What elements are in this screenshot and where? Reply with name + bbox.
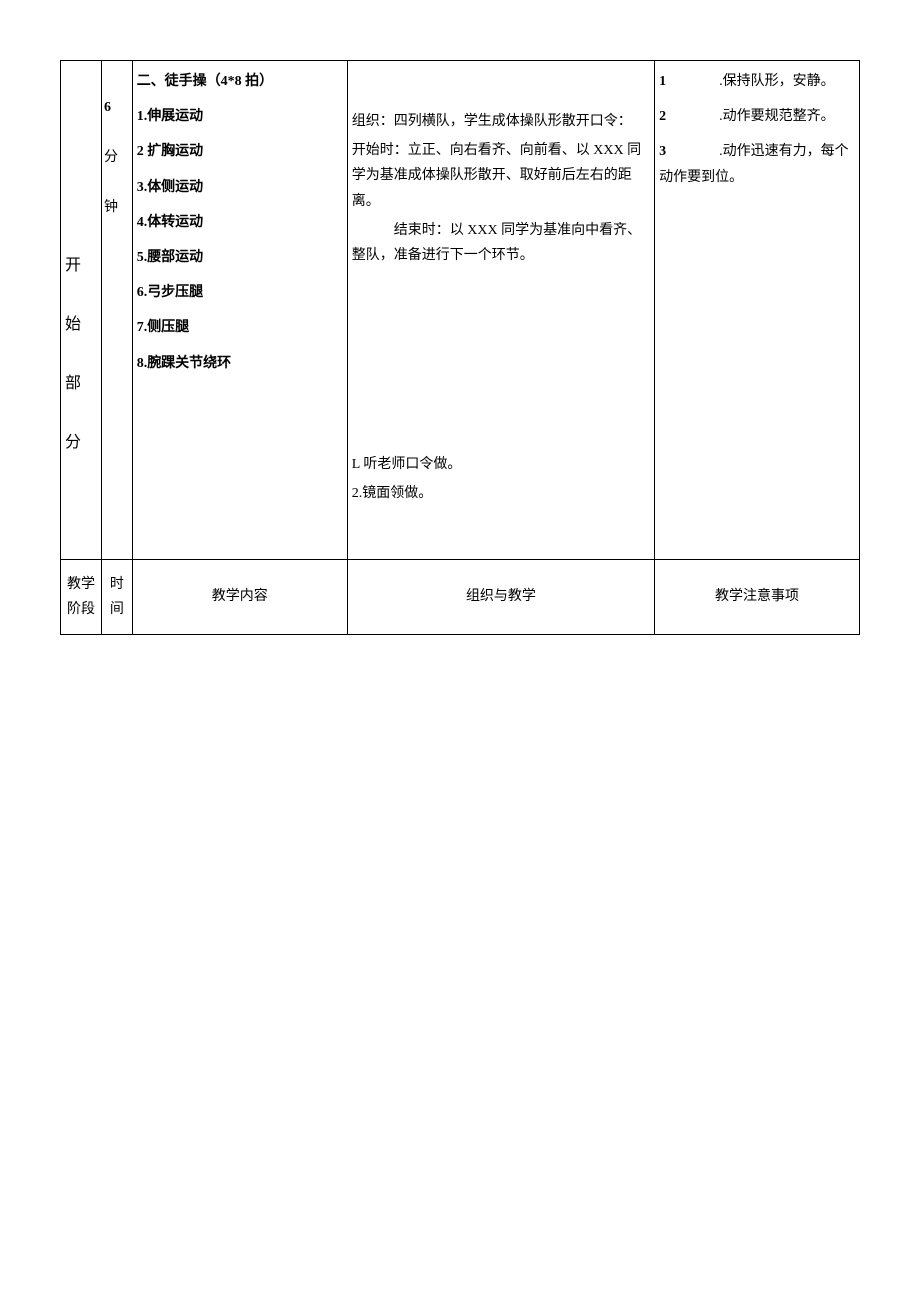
cell-time: 6 分 钟 — [101, 61, 132, 560]
stage-char-2: 始 — [65, 311, 97, 340]
cell-notes: 1.保持队形，安静。 2.动作要规范整齐。 3.动作迅速有力，每个动作要到位。 — [655, 61, 860, 560]
cell-organization: 组织：四列横队，学生成体操队形散开口令： 开始时：立正、向右看齐、向前看、以 X… — [347, 61, 654, 560]
header-time: 时间 — [101, 559, 132, 634]
content-item: 6.弓步压腿 — [137, 280, 343, 305]
cell-content: 二、徒手操（4*8 拍） 1.伸展运动 2 扩胸运动 3.体侧运动 4.体转运动… — [132, 61, 347, 560]
header-stage: 教学阶段 — [61, 559, 102, 634]
note-item: 3.动作迅速有力，每个动作要到位。 — [659, 139, 855, 189]
stage-char-3: 部 — [65, 370, 97, 399]
stage-char-1: 开 — [65, 252, 97, 281]
org-line: 组织：四列横队，学生成体操队形散开口令： — [352, 109, 650, 134]
content-item: 4.体转运动 — [137, 210, 343, 235]
content-item: 3.体侧运动 — [137, 175, 343, 200]
cell-stage: 开 始 部 分 — [61, 61, 102, 560]
org-line: 2.镜面领做。 — [352, 481, 650, 506]
note-item: 1.保持队形，安静。 — [659, 69, 855, 94]
note-item: 2.动作要规范整齐。 — [659, 104, 855, 129]
content-item: 1.伸展运动 — [137, 104, 343, 129]
header-org: 组织与教学 — [347, 559, 654, 634]
time-line-2: 分 — [104, 145, 130, 170]
table-row-content: 开 始 部 分 6 分 钟 二、徒手操（4*8 拍） 1.伸展运动 2 扩胸运动… — [61, 61, 860, 560]
time-line-3: 钟 — [104, 195, 130, 220]
content-item: 2 扩胸运动 — [137, 139, 343, 164]
time-line-1: 6 — [104, 95, 130, 120]
header-notes: 教学注意事项 — [655, 559, 860, 634]
content-item: 7.侧压腿 — [137, 315, 343, 340]
lesson-plan-table: 开 始 部 分 6 分 钟 二、徒手操（4*8 拍） 1.伸展运动 2 扩胸运动… — [60, 60, 860, 635]
org-line: 开始时：立正、向右看齐、向前看、以 XXX 同学为基准成体操队形散开、取好前后左… — [352, 138, 650, 214]
stage-char-4: 分 — [65, 429, 97, 458]
content-item: 8.腕踝关节绕环 — [137, 351, 343, 376]
header-content: 教学内容 — [132, 559, 347, 634]
org-line: L 听老师口令做。 — [352, 452, 650, 477]
content-title: 二、徒手操（4*8 拍） — [137, 69, 343, 94]
org-line: 结束时：以 XXX 同学为基准向中看齐、整队，准备进行下一个环节。 — [352, 218, 650, 268]
content-item: 5.腰部运动 — [137, 245, 343, 270]
table-row-header: 教学阶段 时间 教学内容 组织与教学 教学注意事项 — [61, 559, 860, 634]
